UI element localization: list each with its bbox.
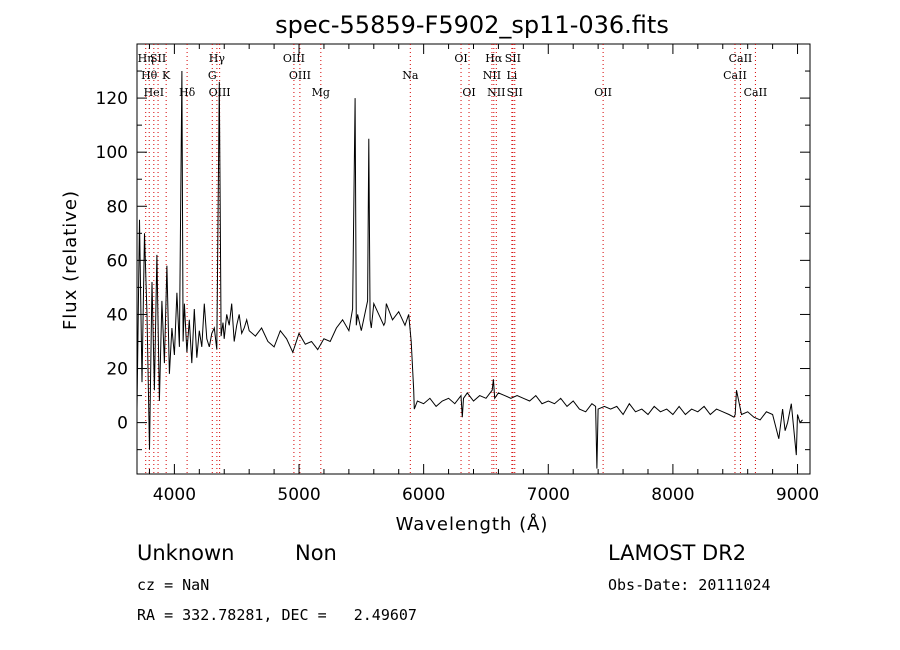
line-marker-label: OI xyxy=(454,52,467,65)
obs-date: Obs-Date: 20111024 xyxy=(608,576,771,594)
axis-tick-labels: 4000 5000 6000 7000 8000 9000 0 20 40 60 80 100 120 xyxy=(96,89,820,505)
line-marker-label: G xyxy=(208,69,217,82)
line-marker-label: K xyxy=(162,69,171,82)
line-marker-label: Hδ xyxy=(179,86,196,99)
coordinates: RA = 332.78281, DEC = 2.49607 xyxy=(137,606,417,624)
line-marker-label: SII xyxy=(150,52,166,65)
y-tick-label: 80 xyxy=(106,197,128,217)
line-marker-label: HeI xyxy=(144,86,164,99)
line-marker-label: OI xyxy=(462,86,475,99)
redshift-cz: cz = NaN xyxy=(137,576,209,594)
y-tick-label: 100 xyxy=(96,143,128,163)
plot-frame xyxy=(136,43,811,475)
line-marker-label: Na xyxy=(402,69,419,82)
line-marker-label: CaII xyxy=(729,52,753,65)
line-marker-label: OIII xyxy=(283,52,305,65)
line-marker-label: OII xyxy=(594,86,612,99)
line-marker-label: NII xyxy=(487,86,505,99)
line-marker-label: CaII xyxy=(723,69,747,82)
line-marker-label: SII xyxy=(507,86,523,99)
x-tick-label: 9000 xyxy=(776,485,819,505)
x-tick-label: 4000 xyxy=(153,485,196,505)
line-marker-label: NII xyxy=(483,69,501,82)
line-marker-label: Hα xyxy=(485,52,503,65)
line-marker-label: Hγ xyxy=(209,52,226,65)
line-marker-label: Li xyxy=(506,69,517,82)
emission-line-labels: HηHθHeISIIKHδGHγOIIIOIIIOIIIMgNaOIOINIIH… xyxy=(138,52,768,99)
line-marker-label: Hη xyxy=(138,52,154,65)
object-class: Unknown xyxy=(137,541,234,565)
line-marker-label: CaII xyxy=(744,86,768,99)
x-tick-label: 5000 xyxy=(277,485,320,505)
y-axis-label: Flux (relative) xyxy=(60,190,81,330)
line-marker-label: Hθ xyxy=(141,69,158,82)
object-subclass: Non xyxy=(295,541,337,565)
spectrum-series-line xyxy=(136,70,803,469)
y-tick-label: 60 xyxy=(106,251,128,271)
y-tick-label: 40 xyxy=(106,305,128,325)
survey-label: LAMOST DR2 xyxy=(608,541,746,565)
y-tick-label: 20 xyxy=(106,360,128,380)
line-marker-label: OIII xyxy=(289,69,311,82)
x-tick-label: 8000 xyxy=(651,485,694,505)
y-tick-label: 0 xyxy=(117,414,128,434)
chart-title: spec-55859-F5902_sp11-036.fits xyxy=(275,11,669,39)
x-axis-label: Wavelength (Å) xyxy=(396,513,549,535)
emission-line-markers xyxy=(145,44,756,474)
x-tick-label: 7000 xyxy=(527,485,570,505)
x-tick-label: 6000 xyxy=(402,485,445,505)
axis-ticks xyxy=(137,44,810,474)
line-marker-label: Mg xyxy=(312,86,330,99)
line-marker-label: SII xyxy=(505,52,521,65)
y-tick-label: 120 xyxy=(96,89,128,109)
